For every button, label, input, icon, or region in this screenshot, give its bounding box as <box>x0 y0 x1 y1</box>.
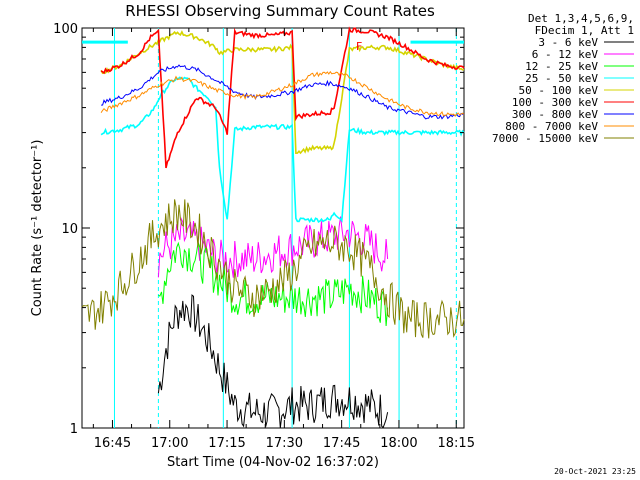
axis-ticks <box>82 27 464 429</box>
x-tick-label: 17:15 <box>208 436 245 451</box>
x-tick-label: 17:45 <box>323 436 360 451</box>
x-tick-label: 17:30 <box>266 436 303 451</box>
legend-label: 7000 - 15000 keV <box>492 132 598 145</box>
series-line <box>157 294 389 429</box>
x-tick-label: 18:15 <box>438 436 475 451</box>
legend: Det 1,3,4,5,6,9,FDecim 1, Att 13 - 6 keV… <box>492 12 634 145</box>
legend-label: 25 - 50 keV <box>525 72 598 85</box>
legend-label: 3 - 6 keV <box>538 36 598 49</box>
plot-frame <box>81 27 465 429</box>
x-tick-label: 17:00 <box>151 436 188 451</box>
flag-marker: F <box>356 40 362 53</box>
legend-label: 12 - 25 keV <box>525 60 598 73</box>
series-line <box>100 70 465 117</box>
legend-label: 50 - 100 keV <box>519 84 599 97</box>
legend-header: Det 1,3,4,5,6,9, <box>528 12 634 25</box>
series-line <box>100 30 465 155</box>
legend-label: 100 - 300 keV <box>512 96 598 109</box>
x-tick-label: 16:45 <box>94 436 131 451</box>
timestamp: 20-Oct-2021 23:25 <box>554 467 636 476</box>
y-tick-label: 100 <box>53 22 78 37</box>
legend-label: 800 - 7000 keV <box>505 120 598 133</box>
series-line <box>100 26 465 169</box>
y-axis-label: Count Rate (s⁻¹ detector⁻¹) <box>30 140 45 317</box>
chart-title: RHESSI Observing Summary Count Rates <box>125 2 435 20</box>
y-tick-labels: 1 10 100 <box>53 22 78 437</box>
attenuator-markers <box>82 28 464 428</box>
series-line <box>101 64 465 120</box>
legend-label: 300 - 800 keV <box>512 108 598 121</box>
series-layer <box>81 26 465 429</box>
y-tick-label: 10 <box>61 222 78 237</box>
legend-header: FDecim 1, Att 1 <box>535 24 634 37</box>
y-tick-label: 1 <box>70 422 78 437</box>
series-line <box>81 199 465 339</box>
legend-label: 6 - 12 keV <box>532 48 599 61</box>
x-tick-labels: 16:45 17:00 17:15 17:30 17:45 18:00 18:15 <box>94 436 475 451</box>
series-line <box>100 76 465 224</box>
x-axis-label: Start Time (04-Nov-02 16:37:02) <box>167 455 379 470</box>
x-tick-label: 18:00 <box>380 436 417 451</box>
